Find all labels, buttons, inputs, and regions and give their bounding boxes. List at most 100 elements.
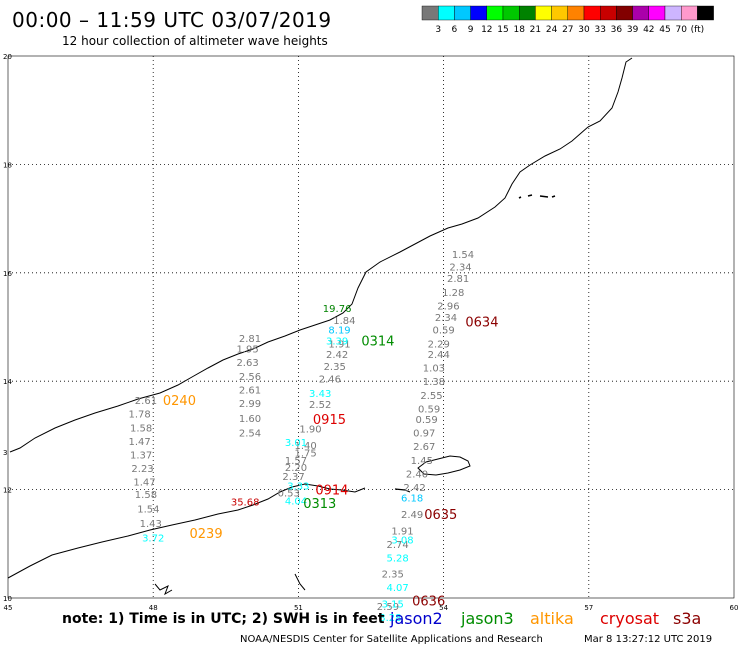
swh-value-jason2: 3.39 xyxy=(326,337,348,348)
swh-value-altika: 1.78 xyxy=(129,410,151,421)
swh-value-jason2: 1.75 xyxy=(295,449,317,460)
swh-value-s3a: 2.37 xyxy=(282,472,304,483)
swh-value-s3a: 1.90 xyxy=(299,424,321,435)
swh-value-s3a: 1.40 xyxy=(295,441,317,452)
abd-al-kuri-island xyxy=(394,488,411,493)
swh-value-s3a: 2.35 xyxy=(324,362,346,373)
pass-time-label: 0915 xyxy=(313,413,346,428)
altimeter-tracks: 2.61 1.78 1.58 1.47 1.37 2.23 1.47 1.58 1.54 1.43… xyxy=(129,250,475,624)
graticule-lines xyxy=(8,56,734,598)
footer-note: note: 1) Time is in UTC; 2) SWH is in fe… xyxy=(62,611,385,627)
swh-value-altika: 1.58 xyxy=(130,423,152,434)
swh-value-s3a: 2.81 xyxy=(239,334,261,345)
page-title: 00:00 – 11:59 UTC 03/07/2019 xyxy=(12,8,332,32)
swh-value-s3a: 1.03 xyxy=(423,364,445,375)
colorbar-tick-label: 33 xyxy=(594,25,605,35)
swh-value-s3a: 2.29 xyxy=(428,339,450,350)
color-swatch xyxy=(551,5,568,21)
swh-value-s3a: 2.61 xyxy=(239,385,261,396)
swh-value-jason2: 4.04 xyxy=(285,496,307,507)
latitude-label: 20 xyxy=(3,53,12,61)
colorbar-tick-label: 24 xyxy=(546,25,558,35)
swh-value-s3a: 2.35 xyxy=(382,570,404,581)
pass-time-label: 0636 xyxy=(412,595,445,610)
color-swatch xyxy=(616,5,633,21)
swh-value-s3a: 2.67 xyxy=(413,442,435,453)
legend-s3a: s3a xyxy=(673,609,702,628)
coastline xyxy=(7,57,633,596)
swh-value-s3a: 0.59 xyxy=(432,326,454,337)
colorbar-tick-label: 18 xyxy=(513,25,525,35)
swh-value-s3a: 1.45 xyxy=(411,456,433,467)
color-swatch xyxy=(664,5,682,21)
swh-value-altika: 1.43 xyxy=(140,519,162,530)
latitude-label: 18 xyxy=(3,161,12,169)
pass-time-label: 0240 xyxy=(163,394,196,409)
colorbar-tick-label: 9 xyxy=(468,25,474,35)
swh-value-s3a: 2.44 xyxy=(428,350,450,361)
color-swatch xyxy=(470,5,488,21)
colorbar-tick-label: 15 xyxy=(497,25,508,35)
colorbar-tick-label: 27 xyxy=(562,25,573,35)
swh-value-s3a: 1.38 xyxy=(423,377,445,388)
pass-time-label: 0634 xyxy=(465,316,498,331)
edge-label: 3 xyxy=(3,449,7,457)
swh-value-s3a: 2.55 xyxy=(420,391,442,402)
swh-value-s3a: 2.34 xyxy=(449,262,471,273)
swh-value-jason2: 3.43 xyxy=(309,389,331,400)
kuria-muria-islands xyxy=(518,194,556,199)
longitude-label: 54 xyxy=(439,604,448,612)
swh-value-altika: 1.47 xyxy=(129,437,151,448)
swh-value-s3a: 2.34 xyxy=(435,313,457,324)
swh-value-s3a: 2.59 xyxy=(377,602,399,613)
swh-value-jason3: 19.76 xyxy=(323,304,352,315)
color-swatch xyxy=(535,5,552,21)
somali-coastline xyxy=(7,483,366,579)
pass-time-label: 0239 xyxy=(190,527,223,542)
arabian-coastline xyxy=(9,57,633,453)
color-swatch xyxy=(583,5,601,21)
swh-value-s3a: 2.81 xyxy=(447,274,469,285)
swh-value-jason2: 8.19 xyxy=(328,326,350,337)
color-swatch xyxy=(697,5,714,21)
colorbar-tick-label: 70 xyxy=(675,25,687,35)
color-swatch xyxy=(681,5,698,21)
swh-value-jason2: 5.28 xyxy=(386,553,408,564)
swh-value-jason2: 3.08 xyxy=(391,535,413,546)
swh-value-s3a: 35.68 xyxy=(231,498,260,509)
color-swatch xyxy=(567,5,585,21)
color-swatch xyxy=(421,5,439,21)
swh-value-jason2: 3.33 xyxy=(287,481,309,492)
swh-value-s3a: 1.28 xyxy=(442,288,464,299)
color-swatch xyxy=(486,5,504,21)
swh-value-altika: 1.54 xyxy=(137,505,159,516)
swh-value-altika: 1.58 xyxy=(135,490,157,501)
colorbar-tick-label: 39 xyxy=(627,25,639,35)
colorbar-tick-label: 30 xyxy=(578,25,590,35)
colorbar-tick-label: 6 xyxy=(452,25,458,35)
swh-value-s3a: 2.52 xyxy=(309,400,331,411)
color-swatch xyxy=(519,5,536,21)
longitude-label: 57 xyxy=(584,604,593,612)
swh-value-altika: 1.37 xyxy=(130,450,152,461)
swh-value-s3a: 1.91 xyxy=(328,339,350,350)
colorbar-tick-label: 21 xyxy=(530,25,541,35)
swh-value-jason2: 6.18 xyxy=(401,494,423,505)
colorbar-tick-label: 3 xyxy=(435,25,441,35)
swh-value-s3a: 0.59 xyxy=(416,415,438,426)
swh-value-s3a: 1.84 xyxy=(333,316,355,327)
color-swatch xyxy=(600,5,617,21)
swh-value-s3a: 2.74 xyxy=(386,540,408,551)
swh-value-altika: 3.72 xyxy=(142,533,164,544)
colorbar-tick-label: 36 xyxy=(611,25,623,35)
swh-value-s3a: 1.91 xyxy=(391,526,413,537)
color-swatch xyxy=(502,5,520,21)
swh-value-jason2: 1.57 xyxy=(285,456,307,467)
footer-timestamp: Mar 8 13:27:12 UTC 2019 xyxy=(584,634,713,645)
swh-value-s3a: 1.54 xyxy=(452,250,474,261)
longitude-label: 45 xyxy=(4,604,13,612)
colorbar-tick-label: 12 xyxy=(481,25,492,35)
map-plot-area: 2.61 1.78 1.58 1.47 1.37 2.23 1.47 1.58 1.54 1.43… xyxy=(3,53,738,624)
colorbar-tick-label: 42 xyxy=(643,25,654,35)
